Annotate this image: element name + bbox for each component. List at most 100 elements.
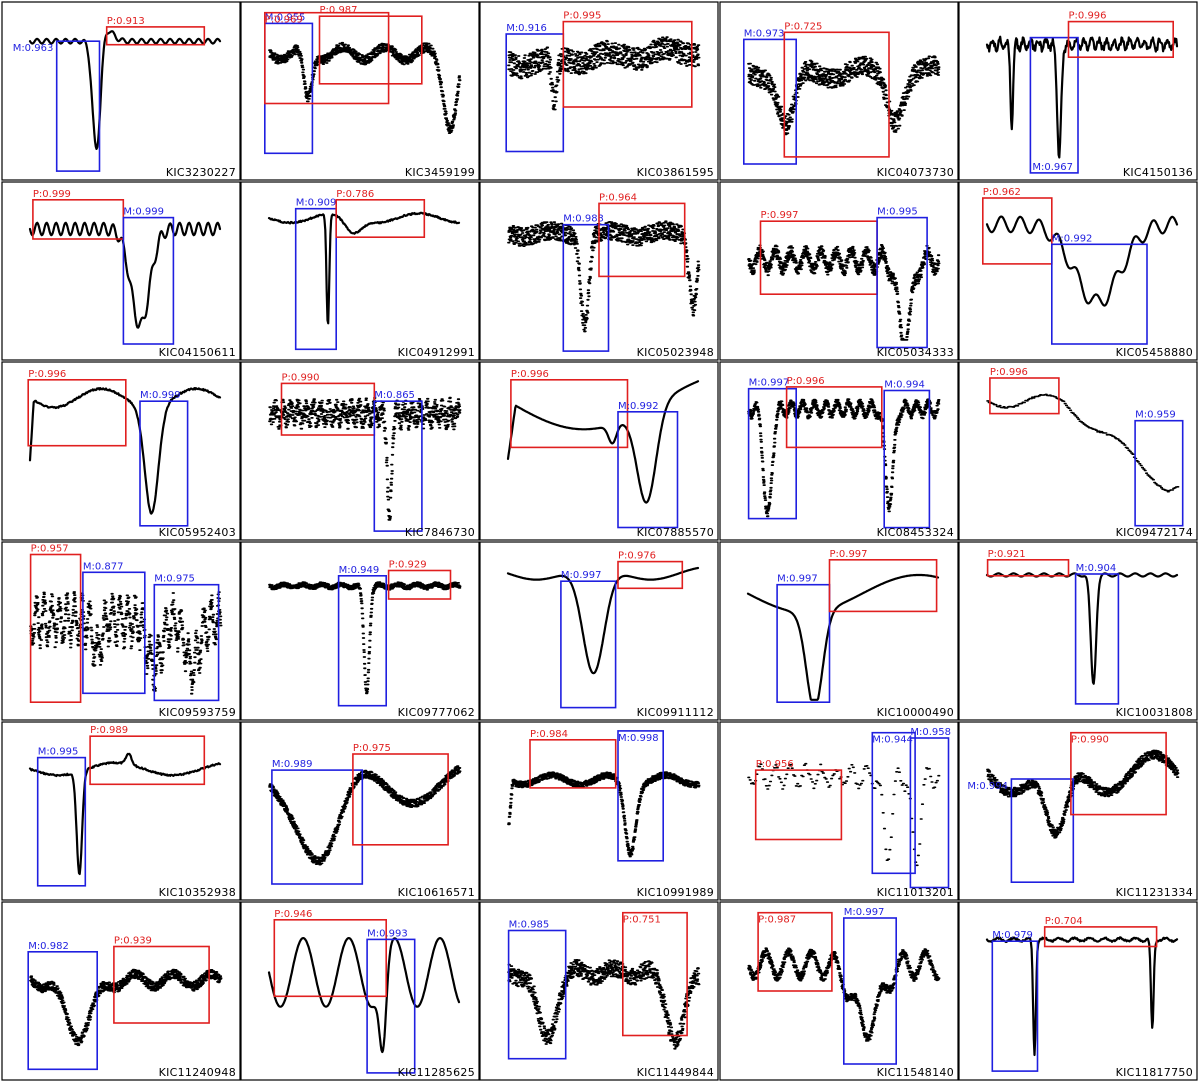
detection-score-label: P:0.962	[983, 187, 1021, 198]
detection-box-p	[981, 197, 1053, 265]
detection-box-m	[776, 583, 831, 704]
lightcurve-panel: P:0.996 M:0.999 KIC05952403	[1, 361, 241, 541]
detection-score-label: P:0.957	[31, 544, 69, 555]
detection-score-label: M:0.985	[509, 920, 550, 931]
light-curve-points	[747, 244, 941, 341]
detection-score-label: M:0.997	[749, 378, 790, 389]
kic-id-label: KIC3459199	[405, 166, 475, 179]
detection-box-m	[153, 583, 220, 702]
kic-id-label: KIC10031808	[1116, 706, 1193, 719]
detection-box-p	[562, 20, 693, 108]
detection-score-label: M:0.944	[872, 735, 913, 746]
detection-box-m	[742, 38, 797, 165]
lightcurve-panel: M:0.963 P:0.913 KIC3230227	[1, 1, 241, 181]
detection-score-label: P:0.969	[265, 15, 303, 26]
panel-frame	[1, 721, 241, 901]
detection-score-label: P:0.939	[114, 936, 152, 947]
detection-score-label: P:0.976	[618, 551, 656, 562]
detection-score-label: M:0.916	[506, 23, 547, 34]
detection-box-m	[883, 389, 931, 529]
detection-box-p	[29, 553, 82, 703]
panel-frame	[1, 1, 241, 181]
detection-box-m	[909, 737, 950, 889]
detection-box-m	[1010, 778, 1075, 883]
detection-score-label: M:0.982	[28, 941, 69, 952]
lightcurve-panel: P:0.962 M:0.992 KIC05458880	[958, 181, 1198, 361]
detection-score-label: P:0.996	[28, 369, 66, 380]
detection-score-label: P:0.990	[1071, 735, 1109, 746]
detection-score-label: P:0.913	[107, 16, 145, 27]
detection-box-m	[1051, 243, 1148, 345]
light-curve-points	[29, 968, 223, 1047]
detection-box-m	[337, 574, 388, 707]
light-curve	[267, 937, 461, 1054]
lightcurve-panel: M:0.994 P:0.990 KIC11231334	[958, 721, 1198, 901]
light-curve	[268, 396, 462, 521]
lightcurve-panel: P:0.996 M:0.959 KIC09472174	[958, 361, 1198, 541]
light-curve	[268, 765, 462, 866]
lightcurve-panel: M:0.985 P:0.751 KIC11449844	[479, 901, 719, 1081]
detection-score-label: M:0.955	[265, 12, 306, 23]
detection-score-label: P:0.786	[336, 189, 374, 200]
light-curve	[28, 221, 222, 329]
light-curve	[985, 215, 1179, 307]
kic-id-label: KIC04912991	[398, 346, 475, 359]
detection-score-label: M:0.983	[563, 214, 604, 225]
light-curve-points	[507, 220, 701, 333]
lightcurve-panel: M:0.967 P:0.996 KIC4150136	[958, 1, 1198, 181]
detection-score-label: P:0.956	[756, 759, 794, 770]
panel-frame	[240, 721, 480, 901]
panel-frame	[719, 901, 959, 1081]
detection-score-label: M:0.959	[1135, 410, 1176, 421]
detection-score-label: M:0.994	[884, 380, 925, 391]
detection-score-label: P:0.725	[784, 21, 822, 32]
detection-score-label: M:0.993	[367, 928, 408, 939]
kic-id-label: KIC11285625	[398, 1066, 475, 1079]
detection-box-m	[271, 769, 364, 885]
detection-box-p	[387, 569, 452, 600]
kic-id-label: KIC11240948	[159, 1066, 236, 1079]
detection-score-label: M:0.995	[38, 747, 79, 758]
detection-score-label: P:0.996	[1069, 11, 1107, 22]
detection-score-label: P:0.997	[761, 210, 799, 221]
kic-id-label: KIC11449844	[637, 1066, 714, 1079]
detection-score-label: P:0.996	[990, 367, 1028, 378]
light-curve	[747, 244, 941, 341]
kic-id-label: KIC04073730	[877, 166, 954, 179]
kic-id-label: KIC3230227	[166, 166, 236, 179]
light-curve-points	[986, 749, 1180, 839]
light-curve	[28, 752, 222, 876]
detection-box-p	[263, 11, 390, 105]
kic-id-label: KIC05952403	[159, 526, 236, 539]
light-curve	[506, 380, 700, 504]
detection-score-label: P:0.996	[787, 376, 825, 387]
detection-box-p	[318, 15, 423, 85]
detection-box-m	[1029, 36, 1079, 174]
lightcurve-panel: M:0.949 P:0.929 KIC09777062	[240, 541, 480, 721]
detection-box-p	[335, 199, 426, 239]
detection-box-p	[986, 558, 1070, 577]
panel-frame	[719, 541, 959, 721]
detection-box-m	[366, 938, 416, 1074]
lightcurve-panel: M:0.982 P:0.939 KIC11240948	[1, 901, 241, 1081]
panel-frame	[1, 181, 241, 361]
kic-id-label: KIC11548140	[877, 1066, 954, 1079]
light-curve	[507, 220, 701, 333]
detection-score-label: M:0.909	[296, 198, 337, 209]
detection-score-label: M:0.999	[140, 390, 181, 401]
panel-frame	[479, 721, 719, 901]
kic-id-label: KIC07885570	[637, 526, 714, 539]
light-curve	[29, 968, 223, 1047]
detection-score-label: M:0.979	[992, 930, 1033, 941]
detection-score-label: M:0.992	[1052, 233, 1093, 244]
detection-score-label: M:0.997	[561, 570, 602, 581]
detection-box-p	[598, 202, 686, 278]
detection-box-m	[842, 917, 897, 1065]
detection-box-p	[828, 558, 938, 613]
detection-box-p	[757, 911, 833, 992]
panel-frame	[479, 901, 719, 1081]
lightcurve-panel: P:0.921 M:0.904 KIC10031808	[958, 541, 1198, 721]
